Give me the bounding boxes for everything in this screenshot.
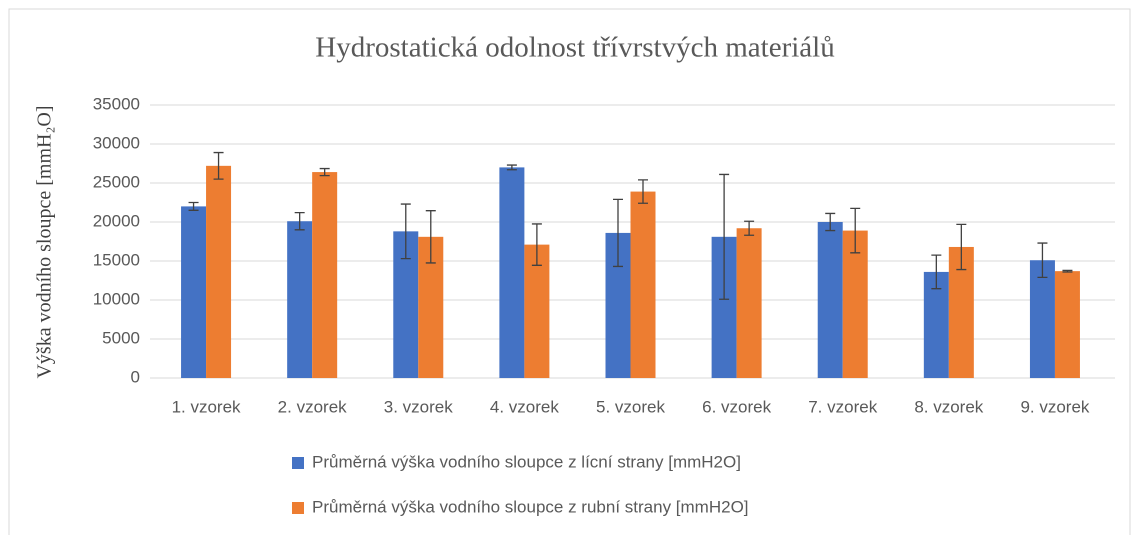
bar <box>287 221 313 378</box>
x-tick-label: 6. vzorek <box>702 397 771 416</box>
x-tick-label: 1. vzorek <box>172 397 241 416</box>
y-tick-label: 0 <box>131 367 140 386</box>
x-tick-label: 9. vzorek <box>1020 397 1089 416</box>
bar <box>817 222 843 378</box>
error-bar <box>956 223 967 271</box>
error-bar <box>613 198 623 268</box>
legend-label: Průměrná výška vodního sloupce z lícní s… <box>312 452 741 471</box>
error-bar <box>825 212 836 232</box>
x-tick-label: 3. vzorek <box>384 397 453 416</box>
error-bar <box>188 201 199 211</box>
y-tick-label: 25000 <box>93 172 140 191</box>
error-bar <box>531 223 542 266</box>
error-bar <box>1062 269 1073 273</box>
y-tick-label: 5000 <box>102 328 140 347</box>
bar <box>923 271 949 378</box>
error-bar <box>400 203 411 260</box>
y-tick-label: 15000 <box>93 250 140 269</box>
x-tick-label: 2. vzorek <box>278 397 347 416</box>
bar <box>736 228 762 378</box>
bar <box>499 167 525 378</box>
error-bar <box>638 179 648 204</box>
error-bar <box>931 254 942 290</box>
y-tick-label: 30000 <box>93 133 140 152</box>
error-bar <box>294 211 305 231</box>
x-tick-label: 5. vzorek <box>596 397 665 416</box>
legend-label: Průměrná výška vodního sloupce z rubní s… <box>312 497 749 516</box>
bar <box>206 165 232 378</box>
y-tick-label: 20000 <box>93 211 140 230</box>
error-bar <box>425 210 436 264</box>
bar <box>312 172 338 378</box>
legend-swatch <box>292 502 304 514</box>
error-bar <box>213 151 224 180</box>
error-bar <box>719 173 730 300</box>
bar <box>1054 271 1080 378</box>
error-bar <box>850 207 861 254</box>
y-axis-label: Výška vodního sloupce [mmH₂O] <box>34 105 56 378</box>
x-tick-label: 7. vzorek <box>808 397 877 416</box>
error-bar <box>319 167 330 177</box>
x-tick-label: 4. vzorek <box>490 397 559 416</box>
bar <box>524 244 550 378</box>
bar <box>630 191 656 378</box>
y-tick-label: 10000 <box>93 289 140 308</box>
bar <box>181 206 207 378</box>
error-bar <box>506 164 517 171</box>
chart-title: Hydrostatická odolnost třívrstvých mater… <box>315 32 834 64</box>
bar <box>1029 260 1055 378</box>
bar <box>842 230 868 378</box>
error-bar <box>1037 242 1048 279</box>
y-tick-label: 35000 <box>93 94 140 113</box>
legend-swatch <box>292 457 304 469</box>
error-bar <box>744 220 755 236</box>
x-tick-label: 8. vzorek <box>914 397 983 416</box>
